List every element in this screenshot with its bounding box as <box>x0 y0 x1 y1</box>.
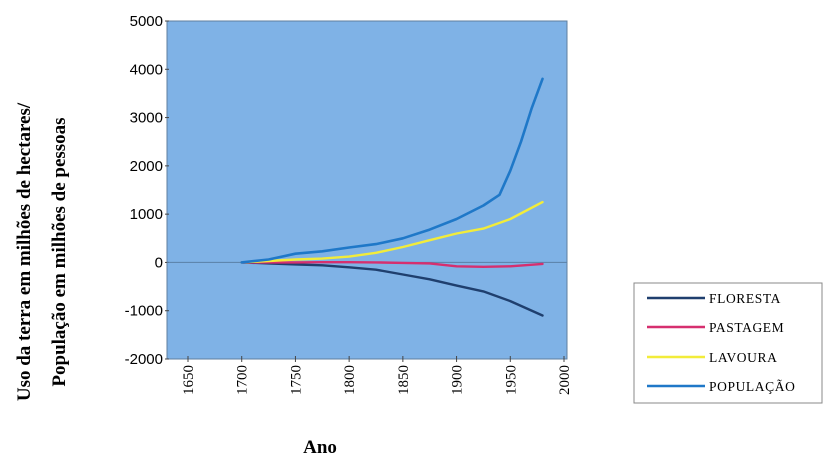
x-tick-label: 2000 <box>557 365 573 395</box>
x-tick-label: 1850 <box>396 365 412 395</box>
legend-label: PASTAGEM <box>709 320 784 335</box>
y-tick-label: 0 <box>155 254 163 271</box>
series-line-lavoura <box>240 200 544 264</box>
legend-label: LAVOURA <box>709 350 777 365</box>
x-tick-label: 1800 <box>342 365 358 395</box>
series-line-pastagem <box>240 261 544 268</box>
x-axis-label: Ano <box>303 437 337 458</box>
legend: FLORESTA PASTAGEM LAVOURA POPULAÇÃO <box>633 282 823 404</box>
x-tick-label: 1900 <box>450 365 466 395</box>
y-tick-label: -1000 <box>125 303 163 320</box>
legend-box <box>633 282 823 404</box>
y-tick-label: 3000 <box>130 110 163 127</box>
series-line-floresta <box>240 261 544 317</box>
series-line-população <box>240 77 544 264</box>
series-layer <box>240 77 544 317</box>
x-tick-labels: 1650 1700 1750 1800 1850 1900 1950 2000 <box>181 365 573 395</box>
y-axis-label-line2: População em milhões de pessoas <box>49 117 70 386</box>
y-tick-labels: 5000 4000 3000 2000 1000 0 -1000 -2000 <box>125 13 163 368</box>
x-tick-label: 1700 <box>235 365 251 395</box>
x-tick-marks <box>187 356 565 362</box>
legend-label: POPULAÇÃO <box>709 379 795 394</box>
x-tick-label: 1950 <box>503 365 519 395</box>
legend-label: FLORESTA <box>709 291 781 306</box>
y-axis-label-line1: Uso da terra em milhões de hectares/ <box>14 102 35 401</box>
y-tick-label: 4000 <box>130 61 163 78</box>
y-tick-label: -2000 <box>125 351 163 368</box>
plot-area <box>166 20 568 360</box>
y-tick-label: 5000 <box>130 13 163 30</box>
y-tick-label: 1000 <box>130 206 163 223</box>
x-tick-label: 1650 <box>181 365 197 395</box>
x-tick-label: 1750 <box>288 365 304 395</box>
y-tick-label: 2000 <box>130 158 163 175</box>
